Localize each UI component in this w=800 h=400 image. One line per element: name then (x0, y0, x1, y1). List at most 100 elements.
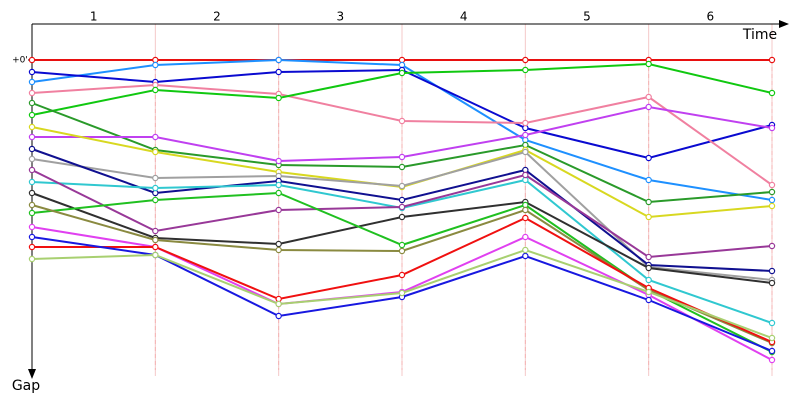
point (398, 117, 406, 125)
point (28, 223, 36, 231)
point (645, 198, 652, 206)
point (398, 213, 406, 221)
point (522, 252, 529, 260)
point (398, 289, 406, 297)
point (398, 247, 406, 255)
point (768, 196, 776, 204)
point (768, 279, 776, 287)
point (152, 61, 159, 69)
point (152, 236, 159, 244)
y-axis-label: Gap (12, 378, 40, 394)
point (152, 251, 159, 259)
point (522, 66, 529, 74)
point (28, 166, 36, 174)
point (28, 99, 36, 107)
point (28, 209, 36, 217)
lap-label: 4 (460, 10, 468, 24)
point (28, 155, 36, 163)
point (522, 171, 529, 179)
point (645, 276, 652, 284)
point (768, 202, 776, 210)
point (275, 68, 282, 76)
point (522, 56, 529, 64)
point (28, 78, 36, 86)
point (768, 188, 776, 196)
point (152, 227, 159, 235)
point (398, 203, 406, 211)
point (768, 347, 776, 355)
point (398, 69, 406, 77)
point (522, 214, 529, 222)
point (275, 157, 282, 165)
point (275, 181, 282, 189)
point (275, 300, 282, 308)
point (28, 68, 36, 76)
point (768, 334, 776, 342)
point (398, 182, 406, 190)
point (768, 56, 776, 64)
point (28, 123, 36, 131)
point (398, 241, 406, 249)
point (522, 131, 529, 139)
point (152, 174, 159, 182)
point (28, 56, 36, 64)
point (645, 296, 652, 304)
point (522, 233, 529, 241)
point (522, 246, 529, 254)
lap-label: 6 (707, 10, 715, 24)
point (275, 240, 282, 248)
point (152, 133, 159, 141)
point (768, 89, 776, 97)
point (275, 246, 282, 254)
lap-label: 2 (213, 10, 221, 24)
point (152, 196, 159, 204)
point (28, 201, 36, 209)
lap-label: 3 (337, 10, 345, 24)
lap-label: 1 (90, 10, 98, 24)
point (768, 124, 776, 132)
point (768, 356, 776, 364)
lap-label: 5 (583, 10, 591, 24)
point (152, 148, 159, 156)
point (522, 206, 529, 214)
point (645, 288, 652, 296)
point (28, 89, 36, 97)
point (645, 154, 652, 162)
point (645, 93, 652, 101)
point (768, 267, 776, 275)
point (768, 181, 776, 189)
point (768, 242, 776, 250)
point (645, 103, 652, 111)
point (152, 86, 159, 94)
point (275, 56, 282, 64)
point (398, 271, 406, 279)
point (28, 178, 36, 186)
point (28, 133, 36, 141)
point (275, 206, 282, 214)
x-axis-label: Time (742, 27, 777, 43)
point (152, 184, 159, 192)
point (152, 243, 159, 251)
point (398, 163, 406, 171)
point (645, 213, 652, 221)
point (275, 189, 282, 197)
point (28, 233, 36, 241)
point (522, 119, 529, 127)
point (645, 176, 652, 184)
point (645, 253, 652, 261)
y-tick-label: +0' (12, 56, 28, 66)
point (398, 153, 406, 161)
point (28, 255, 36, 263)
point (28, 111, 36, 119)
point (275, 312, 282, 320)
point (28, 145, 36, 153)
point (275, 94, 282, 102)
point (522, 148, 529, 156)
point (28, 189, 36, 197)
point (645, 60, 652, 68)
point (645, 264, 652, 272)
point (768, 319, 776, 327)
point (28, 243, 36, 251)
